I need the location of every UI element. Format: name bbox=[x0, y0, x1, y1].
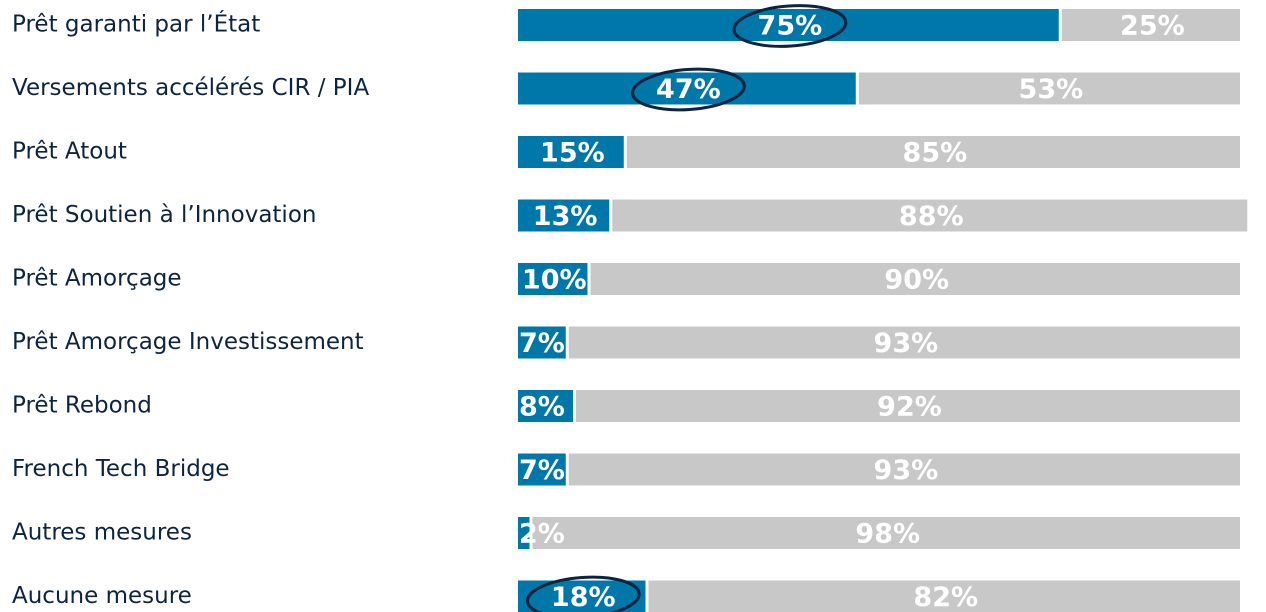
bar-segment bbox=[518, 72, 856, 105]
bar-segment bbox=[1061, 9, 1240, 41]
value-label: 92% bbox=[877, 392, 942, 423]
value-label: 75% bbox=[758, 11, 823, 42]
category-label: Prêt Amorçage bbox=[12, 266, 182, 292]
value-label: 85% bbox=[903, 138, 968, 169]
value-label: 93% bbox=[874, 455, 939, 486]
bar-segment bbox=[568, 326, 1240, 359]
bar-segment bbox=[518, 9, 1059, 41]
value-label: 47% bbox=[656, 74, 721, 105]
bar-segment bbox=[568, 453, 1240, 486]
bar-segment bbox=[518, 199, 610, 232]
value-label: 15% bbox=[540, 138, 605, 169]
bar-segment bbox=[576, 390, 1240, 422]
value-label: 8% bbox=[519, 392, 565, 423]
bar-segment bbox=[590, 263, 1240, 295]
value-label: 82% bbox=[913, 582, 978, 612]
value-label: 2% bbox=[519, 519, 565, 550]
bar-segment bbox=[626, 136, 1240, 168]
category-label: Autres mesures bbox=[12, 520, 192, 546]
highlight-circle bbox=[631, 67, 746, 112]
bar-segment bbox=[532, 517, 1240, 549]
value-label: 88% bbox=[899, 201, 964, 232]
value-label: 90% bbox=[884, 265, 949, 296]
value-label: 18% bbox=[551, 582, 616, 612]
value-label: 10% bbox=[522, 265, 587, 296]
category-label: Prêt Atout bbox=[12, 139, 127, 165]
value-label: 25% bbox=[1120, 11, 1185, 42]
bar-segment bbox=[648, 580, 1240, 612]
category-label: French Tech Bridge bbox=[12, 456, 230, 482]
bar-segment bbox=[518, 326, 566, 359]
bar-segment bbox=[518, 263, 588, 295]
value-label: 93% bbox=[874, 328, 939, 359]
category-label: Prêt Amorçage Investissement bbox=[12, 329, 364, 355]
bar-segment bbox=[612, 199, 1248, 232]
value-label: 7% bbox=[519, 328, 565, 359]
bar-segment bbox=[518, 580, 646, 612]
highlight-circle bbox=[525, 575, 641, 612]
value-label: 13% bbox=[533, 201, 598, 232]
category-label: Prêt garanti par l’État bbox=[12, 10, 260, 38]
category-label: Aucune mesure bbox=[12, 583, 192, 609]
value-label: 7% bbox=[519, 455, 565, 486]
category-label: Prêt Soutien à l’Innovation bbox=[12, 202, 316, 228]
bar-segment bbox=[518, 453, 566, 486]
highlight-circle bbox=[732, 4, 848, 48]
bar-segment bbox=[518, 136, 624, 168]
bar-segment bbox=[518, 390, 573, 422]
value-label: 53% bbox=[1019, 74, 1084, 105]
category-label: Versements accélérés CIR / PIA bbox=[12, 75, 369, 101]
bar-segment bbox=[518, 517, 530, 549]
bar-segment bbox=[858, 72, 1240, 105]
value-label: 98% bbox=[855, 519, 920, 550]
category-label: Prêt Rebond bbox=[12, 393, 152, 419]
